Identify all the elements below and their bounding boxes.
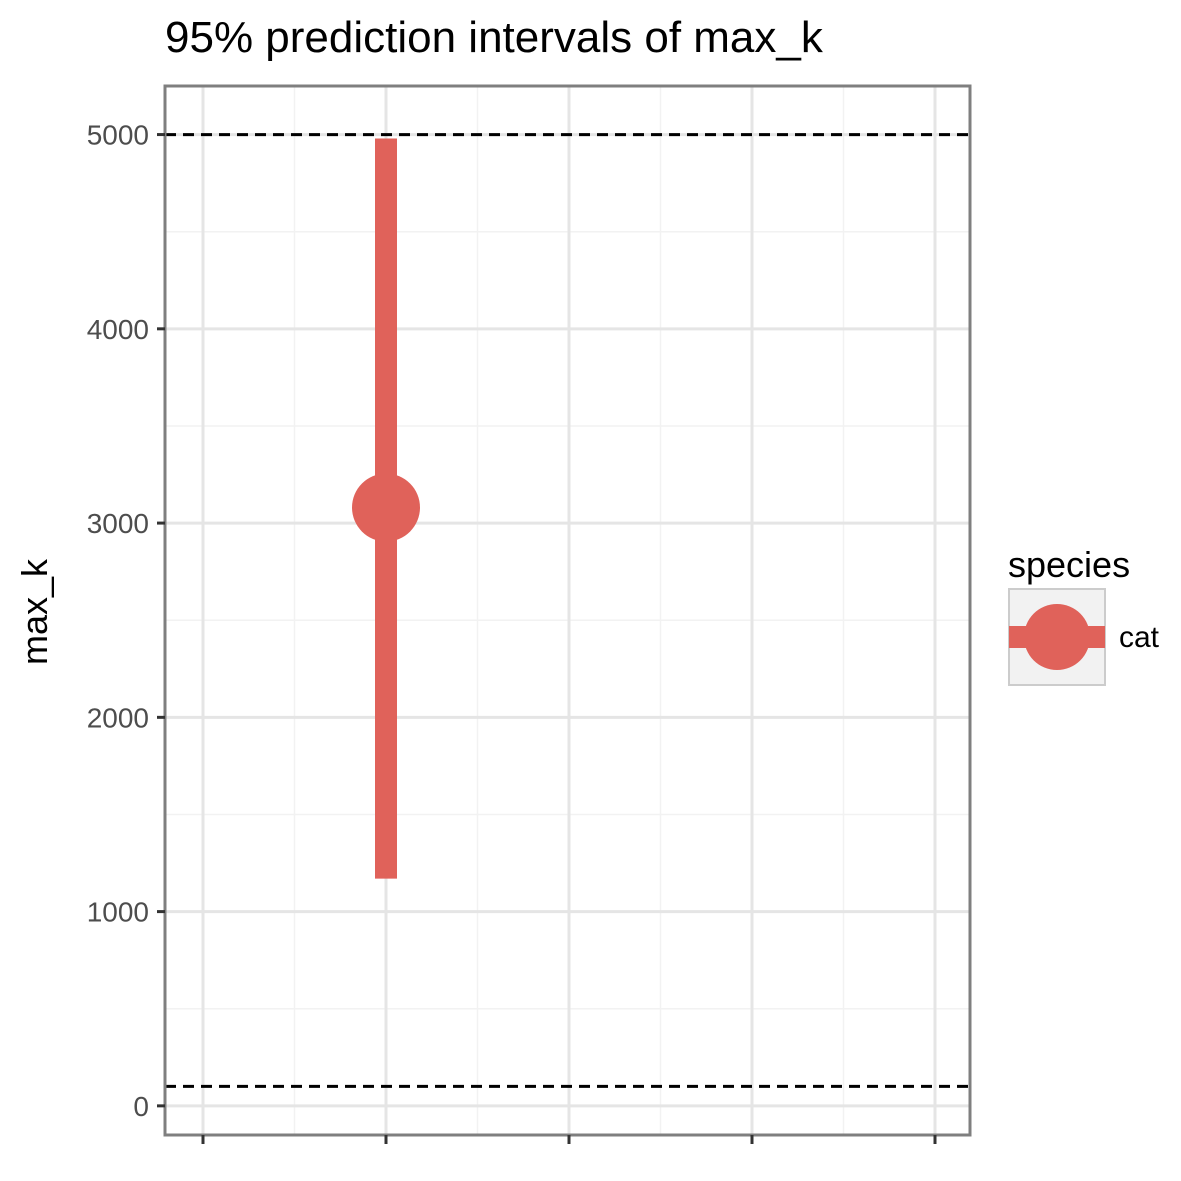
y-axis-label: max_k xyxy=(14,558,55,665)
y-tick-label: 4000 xyxy=(87,314,149,345)
legend-entries: cat xyxy=(1008,588,1160,686)
legend-key-point-cat xyxy=(1024,604,1090,670)
y-axis: 0 1000 2000 3000 4000 5000 xyxy=(87,120,165,1122)
y-tick-label: 5000 xyxy=(87,120,149,151)
x-axis xyxy=(201,1135,937,1144)
marks xyxy=(352,138,420,879)
y-tick-label: 2000 xyxy=(87,702,149,733)
legend-label-cat: cat xyxy=(1119,621,1160,654)
chart-title: 95% prediction intervals of max_k xyxy=(165,13,824,62)
reference-lines xyxy=(165,133,970,1088)
estimate-point-cat xyxy=(352,473,420,542)
legend: species cat xyxy=(1008,544,1160,686)
y-tick-label: 1000 xyxy=(87,897,149,928)
y-tick-label: 3000 xyxy=(87,508,149,539)
legend-title: species xyxy=(1008,544,1130,585)
plot-panel xyxy=(163,84,972,1137)
y-tick-label: 0 xyxy=(133,1091,149,1122)
